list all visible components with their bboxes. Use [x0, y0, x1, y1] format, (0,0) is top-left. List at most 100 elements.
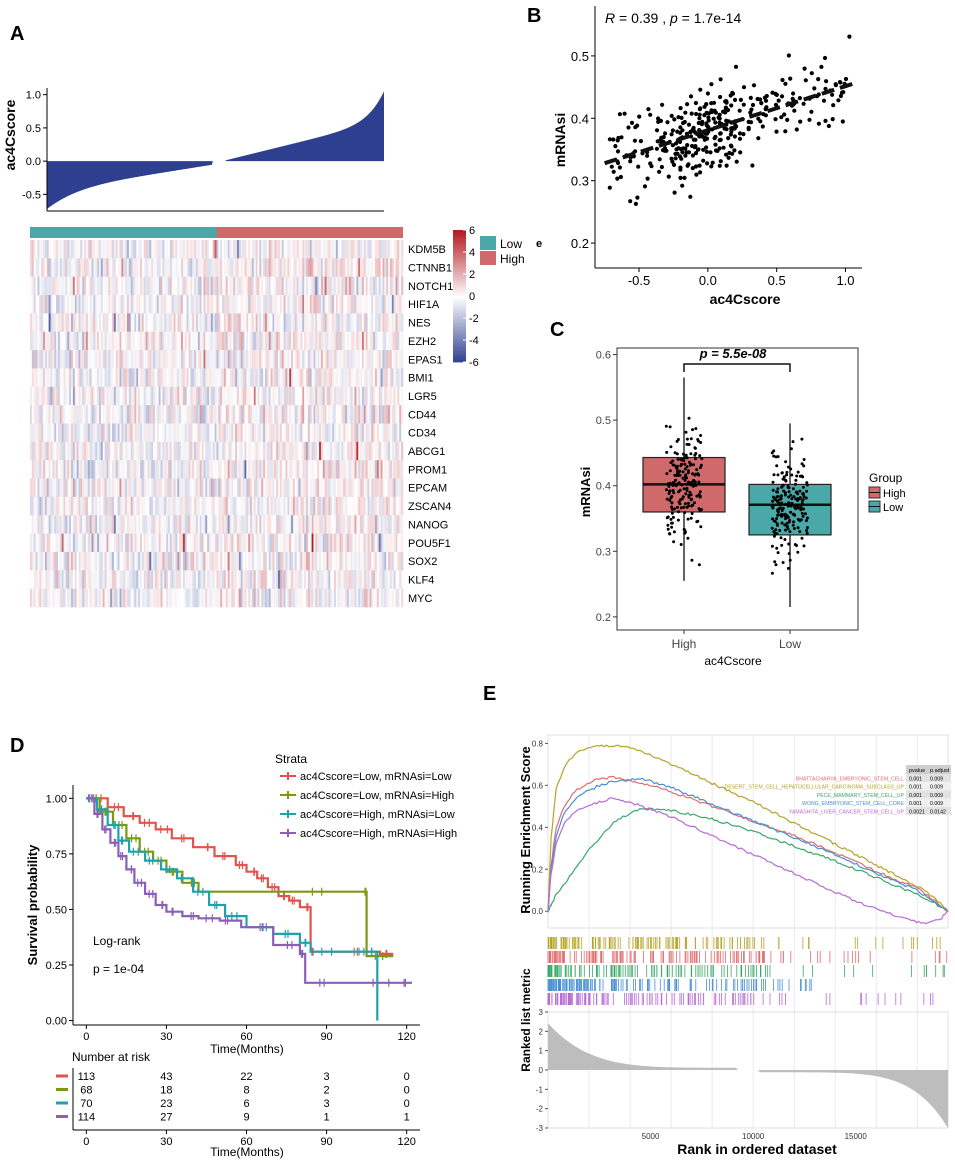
- heatmap-cell: [322, 331, 325, 351]
- colorbar-segment: [453, 335, 466, 339]
- heatmap-cell: [78, 386, 81, 406]
- heatmap-cell: [99, 405, 102, 424]
- heatmap-cell: [78, 368, 81, 388]
- heatmap-cell: [54, 240, 57, 259]
- heatmap-cell: [354, 551, 357, 571]
- heatmap-cell: [65, 276, 68, 296]
- heatmap-cell: [121, 551, 124, 571]
- heatmap-cell: [108, 350, 111, 369]
- jitter-point: [669, 517, 673, 521]
- heatmap-cell: [128, 405, 132, 424]
- heatmap-cell: [48, 478, 51, 498]
- heatmap-cell: [99, 588, 102, 608]
- heatmap-cell: [371, 386, 374, 406]
- scatter-point: [629, 120, 635, 125]
- heatmap-cell: [162, 478, 165, 498]
- heatmap-cell: [190, 313, 193, 333]
- jitter-point: [805, 489, 809, 493]
- heatmap-cell: [184, 423, 187, 443]
- heatmap-cell: [65, 295, 68, 314]
- heatmap-cell: [197, 368, 201, 388]
- heatmap-cell: [371, 570, 374, 589]
- scatter-point: [717, 163, 722, 168]
- heatmap-cell: [259, 405, 262, 424]
- heatmap-cell: [140, 478, 143, 498]
- heatmap-cell: [296, 313, 299, 333]
- heatmap-cell: [102, 276, 105, 296]
- heatmap-cell: [41, 258, 44, 277]
- heatmap-cell: [59, 588, 63, 608]
- heatmap-cell: [328, 295, 331, 314]
- scatter-point: [847, 34, 852, 39]
- heatmap-cell: [289, 313, 292, 333]
- heatmap-cell: [222, 313, 225, 333]
- heatmap-cell: [253, 331, 256, 351]
- heatmap-cell: [350, 423, 353, 443]
- heatmap-cell: [352, 331, 355, 351]
- heatmap-cell: [153, 570, 156, 589]
- heatmap-cell: [80, 423, 83, 443]
- heatmap-cell: [194, 588, 197, 608]
- heatmap-cell: [179, 405, 182, 424]
- heatmap-cell: [44, 368, 48, 388]
- heatmap-cell: [162, 368, 165, 388]
- heatmap-cell: [141, 295, 145, 314]
- heatmap-cell: [166, 331, 169, 351]
- heatmap-cell: [279, 405, 283, 424]
- heatmap-cell: [112, 515, 115, 534]
- heatmap-cell: [306, 441, 309, 461]
- jitter-point: [672, 480, 675, 484]
- heatmap-cell: [354, 240, 357, 259]
- heatmap-cell: [246, 240, 249, 259]
- heatmap-cell: [149, 533, 152, 553]
- heatmap-cell: [212, 441, 215, 461]
- heatmap-cell: [80, 331, 83, 351]
- colorbar-segment: [453, 340, 466, 343]
- heatmap-cell: [276, 496, 279, 516]
- heatmap-cell: [391, 368, 394, 388]
- heatmap-cell: [363, 496, 366, 516]
- heatmap-cell: [164, 588, 167, 608]
- heatmap-cell: [261, 313, 264, 333]
- heatmap-cell: [365, 295, 368, 314]
- heatmap-cell: [153, 258, 156, 277]
- heatmap-cell: [233, 423, 236, 443]
- heatmap-cell: [63, 515, 66, 534]
- heatmap-cell: [223, 515, 227, 534]
- heatmap-cell: [57, 570, 61, 589]
- heatmap-cell: [352, 496, 355, 516]
- heatmap-cell: [153, 331, 156, 351]
- scatter-point: [660, 102, 665, 107]
- heatmap-cell: [264, 405, 268, 424]
- heatmap-cell: [132, 551, 135, 571]
- heatmap-cell: [65, 368, 68, 388]
- heatmap-cell: [268, 423, 271, 443]
- heatmap-cell: [160, 515, 163, 534]
- heatmap-cell: [50, 331, 53, 351]
- heatmap-cell: [203, 295, 206, 314]
- heatmap-cell: [145, 405, 148, 424]
- heatmap-cell: [41, 423, 44, 443]
- heatmap-cell: [253, 460, 256, 479]
- heatmap-cell: [401, 515, 404, 534]
- heatmap-cell: [378, 533, 381, 553]
- heatmap-cell: [195, 588, 199, 608]
- heatmap-cell: [244, 533, 247, 553]
- heatmap-cell: [205, 533, 208, 553]
- heatmap-cell: [87, 295, 90, 314]
- heatmap-cell: [203, 533, 206, 553]
- heatmap-cell: [30, 570, 33, 589]
- heatmap-cell: [386, 533, 389, 553]
- heatmap-cell: [250, 295, 253, 314]
- colorbar-segment: [453, 265, 466, 268]
- heatmap-cell: [91, 478, 94, 498]
- heatmap-cell: [156, 240, 159, 259]
- heatmap-cell: [72, 478, 76, 498]
- scatter-point: [635, 195, 640, 200]
- heatmap-cell: [337, 386, 340, 406]
- heatmap-cell: [367, 460, 370, 479]
- heatmap-cell: [212, 331, 215, 351]
- scatter-point: [821, 98, 827, 103]
- heatmap-cell: [108, 368, 111, 388]
